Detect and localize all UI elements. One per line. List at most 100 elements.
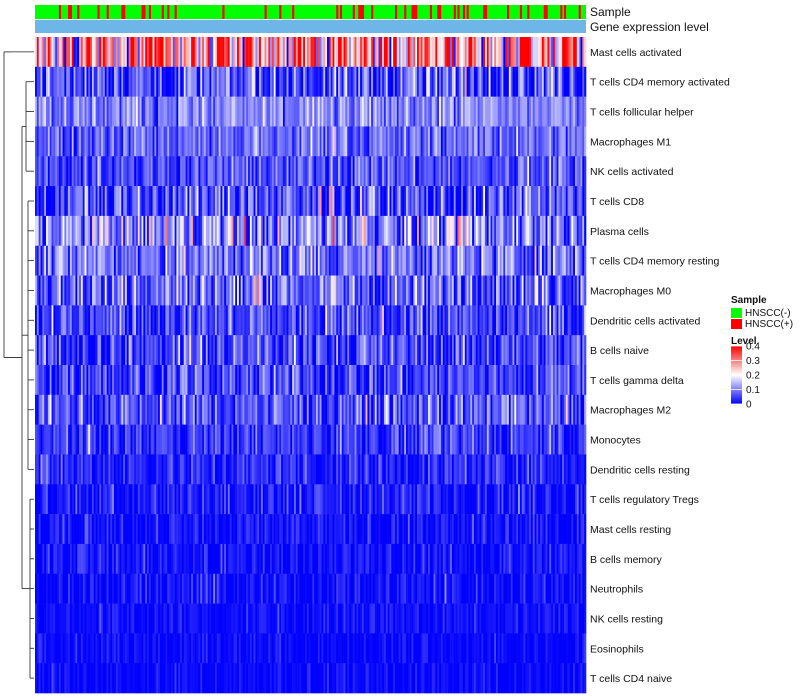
heatmap-cell bbox=[428, 394, 431, 425]
heatmap-cell bbox=[66, 514, 69, 545]
heatmap-cell bbox=[455, 245, 458, 276]
heatmap-cell bbox=[376, 96, 379, 127]
heatmap-cell bbox=[371, 186, 374, 217]
heatmap-cell bbox=[134, 365, 137, 396]
heatmap-cell bbox=[394, 215, 398, 247]
heatmap-cell bbox=[80, 215, 84, 247]
heatmap-cell bbox=[562, 484, 565, 515]
heatmap-cell bbox=[207, 186, 210, 217]
heatmap-cell bbox=[53, 186, 56, 217]
heatmap-cell bbox=[200, 484, 203, 515]
heatmap-cell bbox=[558, 126, 561, 157]
heatmap-cell bbox=[406, 275, 409, 306]
heatmap-cell bbox=[319, 365, 322, 396]
heatmap-cell bbox=[262, 126, 265, 157]
heatmap-cell bbox=[468, 186, 471, 217]
heatmap-cell bbox=[264, 186, 267, 217]
heatmap-cell bbox=[229, 365, 232, 396]
heatmap-cell bbox=[125, 245, 128, 276]
heatmap-cell bbox=[117, 365, 120, 396]
heatmap-cell bbox=[354, 454, 357, 485]
heatmap-cell bbox=[422, 66, 425, 97]
heatmap-cell bbox=[244, 66, 247, 97]
heatmap-cell bbox=[415, 275, 418, 306]
heatmap-cell bbox=[483, 245, 486, 276]
heatmap-cell bbox=[143, 424, 146, 455]
heatmap-cell bbox=[516, 186, 519, 217]
heatmap-cell bbox=[51, 365, 54, 396]
heatmap-cell bbox=[47, 484, 50, 515]
heatmap-cell bbox=[136, 305, 139, 336]
heatmap-cell bbox=[455, 126, 458, 157]
heatmap-cell bbox=[584, 66, 587, 97]
heatmap-cell bbox=[284, 275, 287, 306]
heatmap-cell bbox=[290, 484, 293, 515]
heatmap-cell bbox=[295, 215, 298, 247]
heatmap-cell bbox=[115, 365, 118, 396]
heatmap-cell bbox=[516, 394, 519, 425]
heatmap-cell bbox=[198, 305, 201, 336]
heatmap-cell bbox=[79, 156, 82, 187]
heatmap-cell bbox=[137, 215, 140, 247]
heatmap-cell bbox=[191, 394, 194, 425]
heatmap-cell bbox=[214, 245, 218, 276]
heatmap-cell bbox=[501, 186, 504, 217]
heatmap-cell bbox=[136, 186, 139, 217]
heatmap-cell bbox=[549, 215, 552, 247]
heatmap-cell bbox=[554, 454, 557, 485]
heatmap-cell bbox=[582, 245, 585, 276]
heatmap-cell bbox=[97, 156, 100, 187]
heatmap-cell bbox=[437, 454, 440, 485]
heatmap-cell bbox=[525, 66, 528, 97]
heatmap-cell bbox=[404, 37, 407, 68]
heatmap-cell bbox=[356, 96, 359, 127]
heatmap-cell bbox=[417, 96, 420, 127]
heatmap-cell bbox=[264, 424, 267, 455]
heatmap-cell bbox=[486, 305, 489, 336]
heatmap-cell bbox=[534, 186, 537, 217]
heatmap-cell bbox=[218, 245, 221, 276]
heatmap-cell bbox=[402, 454, 405, 485]
heatmap-cell bbox=[154, 484, 157, 515]
heatmap-cell bbox=[170, 126, 174, 157]
heatmap-cell bbox=[64, 37, 67, 68]
heatmap-cell bbox=[464, 186, 467, 217]
heatmap-cell bbox=[165, 454, 168, 485]
heatmap-cell bbox=[451, 454, 455, 485]
heatmap-cell bbox=[191, 245, 194, 276]
heatmap-cell bbox=[158, 275, 161, 306]
heatmap-cell bbox=[189, 514, 192, 545]
heatmap-cell bbox=[558, 186, 561, 217]
heatmap-cell bbox=[259, 186, 262, 217]
heatmap-cell bbox=[437, 484, 440, 515]
heatmap-cell bbox=[66, 275, 69, 306]
heatmap-cell bbox=[106, 245, 109, 276]
heatmap-cell bbox=[126, 305, 129, 336]
heatmap-cell bbox=[93, 454, 96, 485]
heatmap-cell bbox=[290, 245, 293, 276]
heatmap-cell bbox=[518, 126, 521, 157]
heatmap-cell bbox=[187, 424, 190, 455]
heatmap-cell bbox=[104, 37, 107, 68]
heatmap-cell bbox=[540, 484, 543, 515]
heatmap-cell bbox=[519, 305, 523, 336]
heatmap-cell bbox=[167, 156, 170, 187]
heatmap-cell bbox=[314, 126, 317, 157]
heatmap-cell bbox=[108, 186, 111, 217]
heatmap-cell bbox=[439, 66, 442, 97]
heatmap-cell bbox=[238, 305, 242, 336]
heatmap-cell bbox=[532, 275, 535, 306]
heatmap-cell bbox=[492, 245, 495, 276]
heatmap-cell bbox=[418, 484, 421, 515]
heatmap-cell bbox=[457, 215, 460, 247]
heatmap-cell bbox=[112, 156, 115, 187]
heatmap-cell bbox=[554, 484, 557, 515]
heatmap-cell bbox=[350, 245, 354, 276]
heatmap-cell bbox=[216, 66, 219, 97]
heatmap-cell bbox=[104, 454, 107, 485]
heatmap-cell bbox=[132, 514, 135, 545]
heatmap-cell bbox=[415, 394, 418, 425]
heatmap-cell bbox=[582, 37, 585, 68]
sample-positive-mark bbox=[371, 5, 374, 19]
heatmap-cell bbox=[147, 96, 150, 127]
